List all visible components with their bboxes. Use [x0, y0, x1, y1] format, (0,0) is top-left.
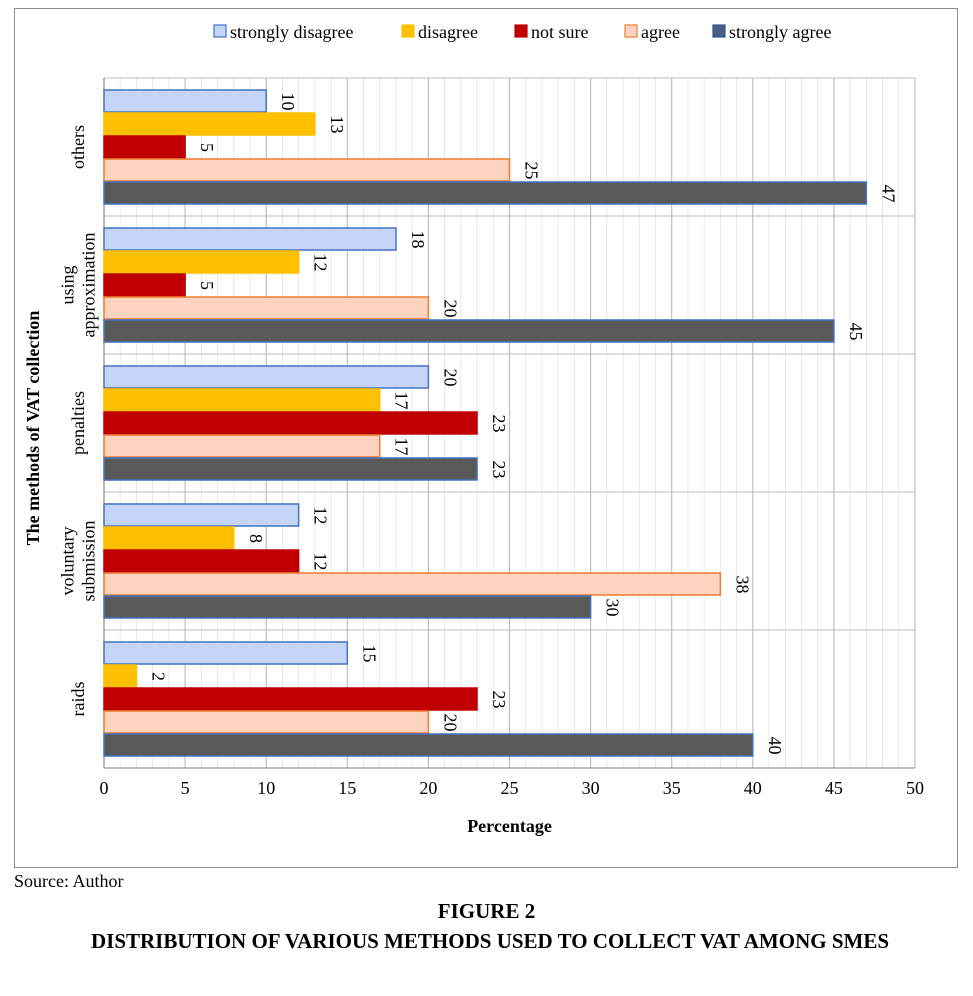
chart-frame — [14, 8, 958, 868]
bar — [103, 296, 430, 320]
category-label: others — [68, 125, 88, 169]
bar — [103, 526, 235, 550]
data-label: 40 — [765, 737, 785, 755]
data-label: 15 — [359, 645, 379, 663]
data-label: 17 — [392, 392, 412, 410]
data-label: 2 — [148, 672, 168, 681]
bar — [103, 434, 381, 458]
data-label: 8 — [246, 534, 266, 543]
figure-title: DISTRIBUTION OF VARIOUS METHODS USED TO … — [90, 929, 890, 953]
x-tick-label: 5 — [181, 778, 190, 798]
legend-label: disagree — [418, 22, 478, 42]
data-label: 47 — [878, 185, 898, 203]
bar — [103, 365, 430, 389]
bar — [103, 273, 186, 297]
category-label: approximation — [79, 233, 99, 338]
x-axis-title: Percentage — [467, 816, 552, 836]
legend-label: not sure — [531, 22, 589, 42]
legend-swatch — [401, 24, 415, 38]
category-label: submission — [79, 520, 99, 601]
bar — [103, 227, 397, 251]
category-label: using — [58, 265, 78, 304]
bar — [103, 158, 511, 182]
data-label: 38 — [732, 576, 752, 594]
data-label: 12 — [311, 507, 331, 525]
figure-number: FIGURE 2 — [437, 899, 536, 923]
data-label: 20 — [440, 300, 460, 318]
data-label: 5 — [197, 281, 217, 290]
data-label: 5 — [197, 143, 217, 152]
data-label: 20 — [440, 369, 460, 387]
x-tick-label: 45 — [825, 778, 843, 798]
bar — [103, 733, 754, 757]
data-label: 13 — [327, 116, 347, 134]
bar — [103, 388, 381, 412]
bar — [103, 411, 478, 435]
data-label: 18 — [408, 231, 428, 249]
x-tick-label: 40 — [744, 778, 762, 798]
category-label: voluntary — [58, 527, 78, 596]
x-tick-label: 30 — [582, 778, 600, 798]
legend-swatch — [712, 24, 726, 38]
bar — [103, 89, 267, 113]
data-label: 23 — [489, 415, 509, 433]
legend-label: agree — [641, 22, 680, 42]
category-label: penalties — [68, 391, 88, 455]
category-label: raids — [68, 682, 88, 717]
data-label: 23 — [489, 461, 509, 479]
bar — [103, 250, 300, 274]
x-tick-label: 20 — [419, 778, 437, 798]
bar — [103, 572, 722, 596]
bar — [103, 641, 349, 665]
bar — [103, 549, 300, 573]
bar — [103, 112, 316, 136]
data-label: 25 — [522, 162, 542, 180]
source-note: Source: Author — [14, 871, 124, 891]
data-label: 12 — [311, 254, 331, 272]
data-label: 30 — [603, 599, 623, 617]
x-tick-label: 15 — [338, 778, 356, 798]
legend-label: strongly disagree — [230, 22, 353, 42]
x-tick-label: 50 — [906, 778, 924, 798]
data-label: 12 — [311, 553, 331, 571]
data-label: 23 — [489, 691, 509, 709]
x-tick-label: 0 — [100, 778, 109, 798]
legend-swatch — [624, 24, 638, 38]
bar — [103, 710, 430, 734]
legend-label: strongly agree — [729, 22, 831, 42]
bar — [103, 181, 868, 205]
x-tick-label: 25 — [501, 778, 519, 798]
y-axis-title: The methods of VAT collection — [23, 311, 43, 546]
bar — [103, 135, 186, 159]
bar — [103, 319, 835, 343]
data-label: 45 — [846, 323, 866, 341]
data-label: 10 — [278, 93, 298, 111]
data-label: 20 — [440, 714, 460, 732]
bar — [103, 687, 478, 711]
bar — [103, 457, 478, 481]
legend-swatch — [514, 24, 528, 38]
x-tick-label: 10 — [257, 778, 275, 798]
bar — [103, 664, 138, 688]
bar — [103, 503, 300, 527]
data-label: 17 — [392, 438, 412, 456]
bar — [103, 595, 592, 619]
x-tick-label: 35 — [663, 778, 681, 798]
legend-swatch — [213, 24, 227, 38]
